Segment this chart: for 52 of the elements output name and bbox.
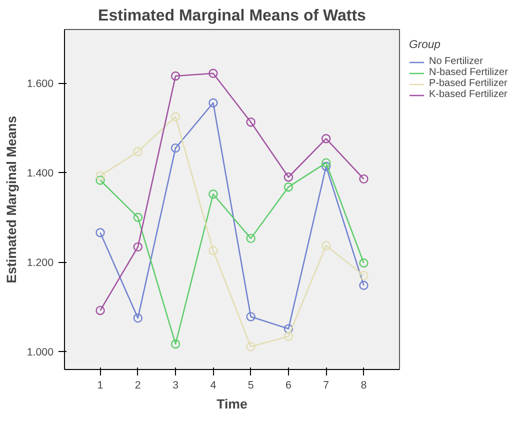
x-tick-label: 1 [97, 380, 104, 392]
x-tick-label: 5 [248, 380, 254, 392]
legend-label: N-based Fertilizer [429, 67, 508, 78]
point [133, 147, 142, 156]
point [284, 324, 294, 334]
point [322, 134, 331, 144]
point [322, 158, 331, 168]
point [208, 98, 218, 108]
point [170, 71, 180, 81]
point [246, 118, 256, 127]
point [246, 234, 256, 244]
point [246, 312, 256, 322]
legend-label: P-based Fertilizer [429, 78, 508, 89]
point [359, 270, 368, 280]
x-tick-label: 3 [172, 380, 179, 392]
point [96, 306, 105, 316]
point [284, 332, 294, 341]
y-tick-label: 1.600 [26, 78, 54, 90]
point [133, 212, 142, 222]
point [96, 176, 105, 185]
point [133, 242, 142, 252]
point [96, 171, 105, 180]
x-tick-label: 4 [210, 380, 216, 392]
point [359, 280, 368, 290]
point [208, 190, 218, 199]
point [133, 313, 142, 323]
y-tick-label: 1.200 [26, 257, 54, 270]
x-tick-label: 8 [360, 380, 367, 392]
y-tick-label: 1.400 [26, 168, 54, 180]
point [96, 228, 105, 238]
y-tick-label: 1.000 [26, 346, 54, 359]
x-tick-label: 7 [323, 380, 330, 392]
legend-title: Group [409, 39, 442, 51]
point [322, 240, 331, 250]
legend-label: K-based Fertilizer [429, 89, 508, 100]
point [170, 112, 180, 122]
point [359, 174, 368, 184]
x-tick-label: 2 [134, 380, 141, 392]
chart-title: Estimated Marginal Means of Watts [98, 8, 366, 24]
point [170, 339, 180, 349]
point [246, 342, 256, 352]
x-axis-title: Time [216, 396, 248, 412]
point [284, 172, 294, 182]
point [208, 246, 218, 256]
point [359, 258, 368, 268]
point [284, 182, 294, 192]
point [322, 162, 331, 171]
legend-label: No Fertilizer [429, 56, 483, 67]
point [170, 143, 180, 153]
x-tick-label: 6 [285, 380, 292, 392]
point [208, 68, 218, 78]
y-axis-title: Estimated Marginal Means [4, 116, 19, 284]
